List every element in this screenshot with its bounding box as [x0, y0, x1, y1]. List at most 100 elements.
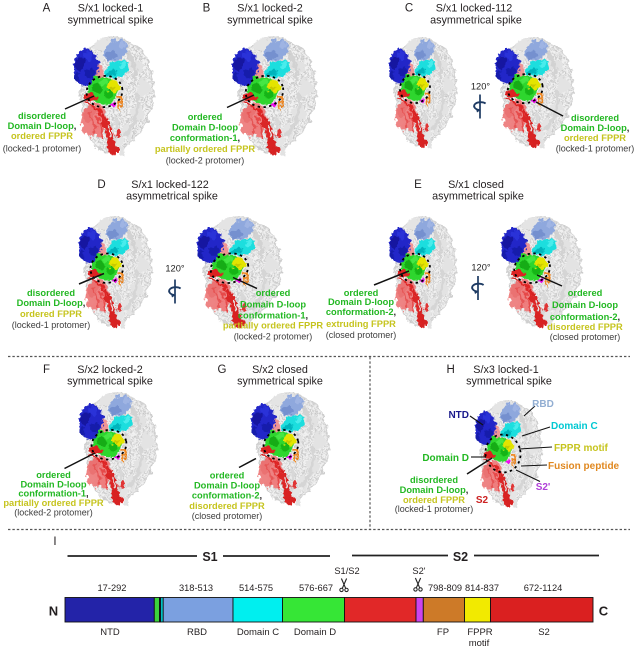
svg-text:conformation-2,: conformation-2,	[550, 312, 620, 322]
svg-text:120°: 120°	[165, 264, 185, 274]
svg-text:576-667: 576-667	[299, 583, 333, 593]
svg-text:asymmetrical spike: asymmetrical spike	[126, 191, 218, 203]
svg-text:extruding FPPR: extruding FPPR	[326, 319, 396, 329]
svg-text:S1/S2: S1/S2	[334, 566, 359, 576]
svg-text:FP: FP	[437, 627, 449, 638]
svg-text:814-837: 814-837	[465, 583, 499, 593]
svg-text:Domain D-loop,: Domain D-loop,	[8, 121, 77, 131]
svg-text:17-292: 17-292	[98, 583, 127, 593]
svg-text:(locked-2 protomer): (locked-2 protomer)	[14, 508, 93, 518]
svg-text:disordered: disordered	[18, 111, 66, 121]
svg-text:ordered: ordered	[256, 288, 291, 298]
svg-text:Domain D-loop: Domain D-loop	[240, 300, 306, 310]
svg-text:(closed protomer): (closed protomer)	[326, 330, 397, 340]
svg-text:Domain D: Domain D	[294, 627, 336, 638]
svg-text:(closed protomer): (closed protomer)	[192, 511, 263, 521]
svg-text:672-1124: 672-1124	[524, 583, 563, 593]
svg-text:NTD: NTD	[448, 410, 469, 421]
svg-text:ordered FPPR: ordered FPPR	[403, 495, 465, 505]
svg-text:symmetrical spike: symmetrical spike	[466, 376, 552, 388]
svg-text:Domain D: Domain D	[422, 453, 469, 464]
svg-text:ordered: ordered	[344, 288, 379, 298]
svg-text:S2: S2	[538, 627, 550, 638]
svg-text:NTD: NTD	[100, 627, 120, 638]
svg-text:(locked-2 protomer): (locked-2 protomer)	[234, 332, 313, 342]
svg-text:Domain D-loop: Domain D-loop	[172, 123, 238, 133]
svg-text:Domain D-loop: Domain D-loop	[20, 480, 86, 490]
svg-text:E: E	[414, 179, 422, 191]
svg-text:conformation-1,: conformation-1,	[170, 133, 240, 143]
svg-text:(locked-1 protomer): (locked-1 protomer)	[3, 144, 82, 154]
svg-text:Domain D-loop: Domain D-loop	[328, 297, 394, 307]
svg-text:B: B	[203, 3, 211, 15]
svg-text:conformation-2,: conformation-2,	[192, 491, 262, 501]
svg-text:S2': S2'	[536, 482, 551, 493]
svg-text:symmetrical spike: symmetrical spike	[227, 14, 313, 26]
svg-text:Domain D-loop,: Domain D-loop,	[561, 123, 630, 133]
svg-text:S/x3 locked-1: S/x3 locked-1	[473, 364, 538, 376]
svg-text:FPPR: FPPR	[467, 627, 492, 638]
svg-text:D: D	[97, 179, 105, 191]
svg-text:S2': S2'	[412, 566, 425, 576]
svg-text:318-513: 318-513	[179, 583, 213, 593]
svg-text:514-575: 514-575	[239, 583, 273, 593]
svg-text:(locked-2 protomer): (locked-2 protomer)	[166, 156, 245, 166]
svg-text:S/x2 closed: S/x2 closed	[252, 364, 308, 376]
svg-text:C: C	[405, 3, 413, 15]
svg-text:disordered: disordered	[571, 113, 619, 123]
svg-text:S/x1 locked-112: S/x1 locked-112	[436, 3, 513, 15]
svg-text:motif: motif	[469, 638, 490, 649]
svg-text:disordered FPPR: disordered FPPR	[547, 322, 623, 332]
svg-text:asymmetrical spike: asymmetrical spike	[430, 14, 522, 26]
svg-text:ordered: ordered	[188, 112, 223, 122]
svg-text:asymmetrical spike: asymmetrical spike	[432, 191, 524, 203]
svg-text:S2: S2	[453, 550, 468, 564]
svg-text:disordered FPPR: disordered FPPR	[189, 501, 265, 511]
svg-text:Domain D-loop: Domain D-loop	[552, 300, 618, 310]
svg-text:F: F	[43, 364, 50, 376]
svg-text:S/x1 closed: S/x1 closed	[448, 179, 504, 191]
svg-text:N: N	[49, 604, 58, 619]
svg-text:partially ordered FPPR: partially ordered FPPR	[223, 321, 324, 331]
svg-text:S/x1 locked-1: S/x1 locked-1	[78, 3, 143, 15]
svg-text:partially ordered FPPR: partially ordered FPPR	[3, 498, 104, 508]
svg-text:798-809: 798-809	[428, 583, 462, 593]
svg-text:symmetrical spike: symmetrical spike	[237, 376, 323, 388]
svg-text:Domain C: Domain C	[551, 421, 598, 432]
svg-text:Domain D-loop: Domain D-loop	[194, 481, 260, 491]
svg-text:ordered FPPR: ordered FPPR	[11, 131, 73, 141]
svg-text:(closed protomer): (closed protomer)	[550, 332, 621, 342]
svg-text:S2: S2	[476, 495, 489, 506]
svg-text:RBD: RBD	[187, 627, 207, 638]
svg-text:ordered: ordered	[210, 471, 245, 481]
svg-text:Domain C: Domain C	[237, 627, 279, 638]
svg-text:120°: 120°	[471, 82, 491, 92]
svg-text:ordered: ordered	[568, 288, 603, 298]
svg-text:(locked-1 protomer): (locked-1 protomer)	[12, 320, 91, 330]
svg-text:FPPR motif: FPPR motif	[554, 443, 609, 454]
svg-text:G: G	[218, 364, 227, 376]
svg-text:Domain D-loop,: Domain D-loop,	[400, 485, 469, 495]
svg-text:disordered: disordered	[410, 475, 458, 485]
svg-text:conformation-2,: conformation-2,	[326, 307, 396, 317]
svg-text:A: A	[43, 3, 51, 15]
svg-text:ordered FPPR: ordered FPPR	[564, 133, 626, 143]
svg-text:ordered FPPR: ordered FPPR	[20, 309, 82, 319]
svg-text:S1: S1	[202, 550, 217, 564]
svg-text:S/x2 locked-2: S/x2 locked-2	[77, 364, 142, 376]
svg-text:S/x1 locked-2: S/x1 locked-2	[237, 3, 302, 15]
svg-text:Fusion peptide: Fusion peptide	[548, 461, 620, 472]
svg-text:S/x1 locked-122: S/x1 locked-122	[131, 179, 208, 191]
svg-text:ordered: ordered	[36, 470, 71, 480]
svg-text:disordered: disordered	[27, 288, 75, 298]
svg-text:partially ordered FPPR: partially ordered FPPR	[155, 144, 256, 154]
svg-text:120°: 120°	[471, 263, 491, 273]
svg-text:Domain D-loop,: Domain D-loop,	[17, 298, 86, 308]
svg-text:(locked-1 protomer): (locked-1 protomer)	[395, 504, 474, 514]
svg-text:(locked-1 protomer): (locked-1 protomer)	[556, 144, 635, 154]
svg-text:C: C	[599, 604, 609, 619]
svg-text:conformation-1,: conformation-1,	[18, 489, 88, 499]
svg-text:RBD: RBD	[532, 399, 554, 410]
svg-text:symmetrical spike: symmetrical spike	[68, 14, 154, 26]
svg-text:I: I	[53, 536, 56, 548]
